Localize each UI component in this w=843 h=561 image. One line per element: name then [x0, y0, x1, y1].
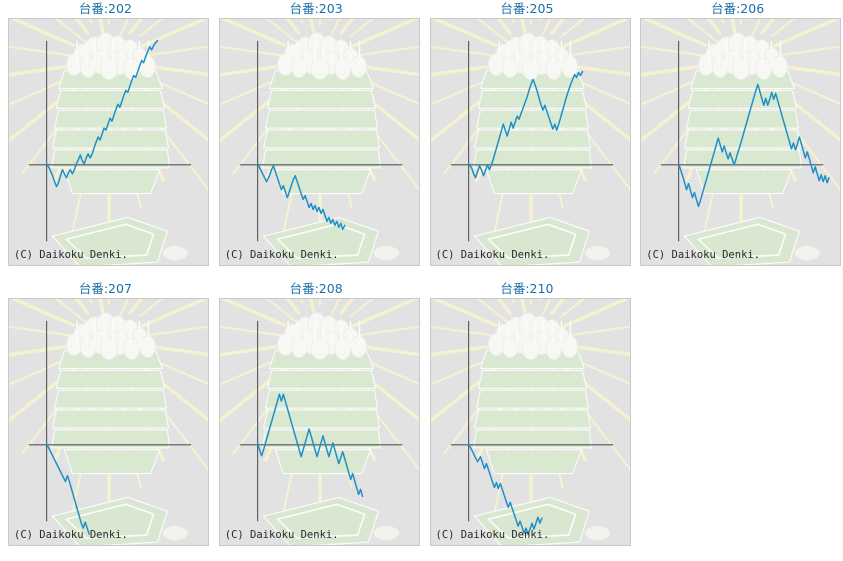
machine-panel[interactable]: 台番:203 (C) Daikoku Denki. [211, 0, 422, 266]
machine-panel[interactable]: 台番:205 (C) Daikoku Denki. [422, 0, 633, 266]
panel-title: 台番:206 [711, 1, 765, 16]
line-chart[interactable] [220, 19, 419, 265]
copyright-notice: (C) Daikoku Denki. [435, 249, 550, 261]
copyright-notice: (C) Daikoku Denki. [224, 529, 339, 541]
line-chart[interactable] [220, 299, 419, 545]
chart-area[interactable]: (C) Daikoku Denki. [218, 18, 420, 266]
line-chart[interactable] [9, 19, 208, 265]
copyright-notice: (C) Daikoku Denki. [646, 249, 761, 261]
chart-area[interactable]: (C) Daikoku Denki. [8, 298, 209, 546]
copyright-notice: (C) Daikoku Denki. [14, 529, 128, 541]
panel-grid: 台番:202 (C) Daikoku Denki. 台番:203 (C) Dai… [0, 0, 843, 546]
panel-placeholder [632, 280, 843, 546]
chart-area[interactable]: (C) Daikoku Denki. [218, 298, 420, 546]
line-chart[interactable] [641, 19, 840, 265]
panel-title: 台番:203 [289, 1, 343, 16]
line-chart[interactable] [431, 19, 630, 265]
panel-title: 台番:202 [78, 1, 132, 16]
copyright-notice: (C) Daikoku Denki. [435, 529, 550, 541]
panel-row-1: 台番:202 (C) Daikoku Denki. 台番:203 (C) Dai… [0, 0, 843, 266]
row-spacer [0, 266, 843, 280]
machine-panel[interactable]: 台番:208 (C) Daikoku Denki. [211, 280, 422, 546]
machine-panel[interactable]: 台番:210 (C) Daikoku Denki. [422, 280, 633, 546]
chart-area[interactable]: (C) Daikoku Denki. [640, 18, 842, 266]
chart-area[interactable]: (C) Daikoku Denki. [429, 18, 631, 266]
chart-area[interactable]: (C) Daikoku Denki. [429, 298, 631, 546]
copyright-notice: (C) Daikoku Denki. [14, 249, 128, 261]
panel-row-2: 台番:207 (C) Daikoku Denki. 台番:208 (C) Dai… [0, 280, 843, 546]
chart-area[interactable]: (C) Daikoku Denki. [8, 18, 209, 266]
machine-panel[interactable]: 台番:207 (C) Daikoku Denki. [0, 280, 211, 546]
panel-title: 台番:210 [500, 281, 554, 296]
copyright-notice: (C) Daikoku Denki. [224, 249, 339, 261]
machine-panel[interactable]: 台番:206 (C) Daikoku Denki. [632, 0, 843, 266]
machine-panel[interactable]: 台番:202 (C) Daikoku Denki. [0, 0, 211, 266]
panel-title: 台番:205 [500, 1, 554, 16]
line-chart[interactable] [431, 299, 630, 545]
panel-title: 台番:208 [289, 281, 343, 296]
line-chart[interactable] [9, 299, 208, 545]
panel-title: 台番:207 [78, 281, 132, 296]
